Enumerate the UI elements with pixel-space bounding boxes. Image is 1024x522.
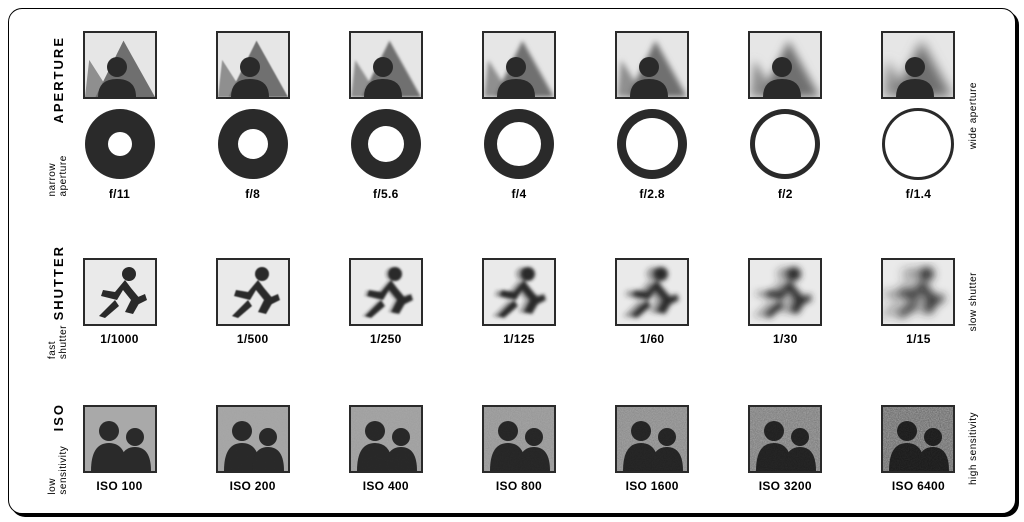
shutter-thumb: 1/60: [610, 258, 695, 346]
aperture-ring: f/5.6: [343, 107, 428, 201]
aperture-thumb: [77, 31, 162, 99]
shutter-thumb: 1/15: [876, 258, 961, 346]
aperture-thumb: [610, 31, 695, 99]
aperture-ring: f/11: [77, 107, 162, 201]
shutter-section: SHUTTER fast shutter 1/1000: [39, 256, 985, 348]
iso-thumb: ISO 3200: [743, 405, 828, 493]
aperture-value: f/5.6: [373, 187, 399, 201]
iso-thumb: ISO 200: [210, 405, 295, 493]
shutter-thumb: 1/1000: [77, 258, 162, 346]
aperture-ring: f/2.8: [610, 107, 695, 201]
aperture-value: f/11: [109, 187, 130, 201]
iso-value: ISO 400: [363, 479, 409, 493]
shutter-value: 1/15: [906, 332, 931, 346]
shutter-value: 1/1000: [100, 332, 139, 346]
iso-thumb: ISO 400: [343, 405, 428, 493]
shutter-thumb: 1/250: [343, 258, 428, 346]
iso-value: ISO 800: [496, 479, 542, 493]
aperture-value: f/1.4: [906, 187, 932, 201]
aperture-ring: f/4: [476, 107, 561, 201]
aperture-value: f/4: [512, 187, 527, 201]
shutter-value: 1/30: [773, 332, 798, 346]
aperture-ring: f/2: [743, 107, 828, 201]
aperture-thumb: [876, 31, 961, 99]
aperture-ring: f/8: [210, 107, 295, 201]
shutter-value: 1/60: [640, 332, 665, 346]
aperture-rings: f/11 f/8 f/5.6: [77, 107, 961, 201]
aperture-thumb: [210, 31, 295, 99]
iso-left-sublabel: low sensitivity: [47, 435, 69, 495]
aperture-thumb: [476, 31, 561, 99]
shutter-value: 1/250: [370, 332, 402, 346]
iso-value: ISO 6400: [892, 479, 945, 493]
iso-section: ISO low sensitivity ISO 100: [39, 403, 985, 495]
aperture-section: APERTURE narrow aperture: [39, 31, 985, 201]
aperture-right-sublabel: wide aperture: [968, 82, 979, 149]
shutter-left-sublabel: fast shutter: [47, 325, 69, 359]
aperture-value: f/2.8: [639, 187, 665, 201]
iso-value: ISO 200: [230, 479, 276, 493]
iso-thumbs: ISO 100 ISO 200: [77, 405, 961, 493]
shutter-thumbs: 1/1000 1/500: [77, 258, 961, 346]
exposure-cheatsheet-card: APERTURE narrow aperture: [8, 8, 1016, 514]
aperture-thumb: [743, 31, 828, 99]
shutter-value: 1/125: [503, 332, 535, 346]
aperture-value: f/8: [245, 187, 260, 201]
aperture-ring: f/1.4: [876, 107, 961, 201]
aperture-value: f/2: [778, 187, 793, 201]
iso-thumb: ISO 1600: [610, 405, 695, 493]
aperture-thumbs: [77, 31, 961, 99]
shutter-thumb: 1/30: [743, 258, 828, 346]
shutter-right-sublabel: slow shutter: [968, 272, 979, 331]
aperture-thumb: [343, 31, 428, 99]
iso-thumb: ISO 6400: [876, 405, 961, 493]
shutter-value: 1/500: [237, 332, 269, 346]
shutter-heading: SHUTTER: [51, 245, 66, 320]
aperture-heading: APERTURE: [51, 36, 66, 124]
iso-thumb: ISO 100: [77, 405, 162, 493]
iso-value: ISO 1600: [626, 479, 679, 493]
shutter-thumb: 1/125: [476, 258, 561, 346]
iso-thumb: ISO 800: [476, 405, 561, 493]
iso-value: ISO 3200: [759, 479, 812, 493]
iso-right-sublabel: high sensitivity: [968, 412, 979, 485]
iso-value: ISO 100: [96, 479, 142, 493]
iso-heading: ISO: [51, 403, 66, 431]
shutter-thumb: 1/500: [210, 258, 295, 346]
aperture-left-sublabel: narrow aperture: [47, 128, 69, 196]
